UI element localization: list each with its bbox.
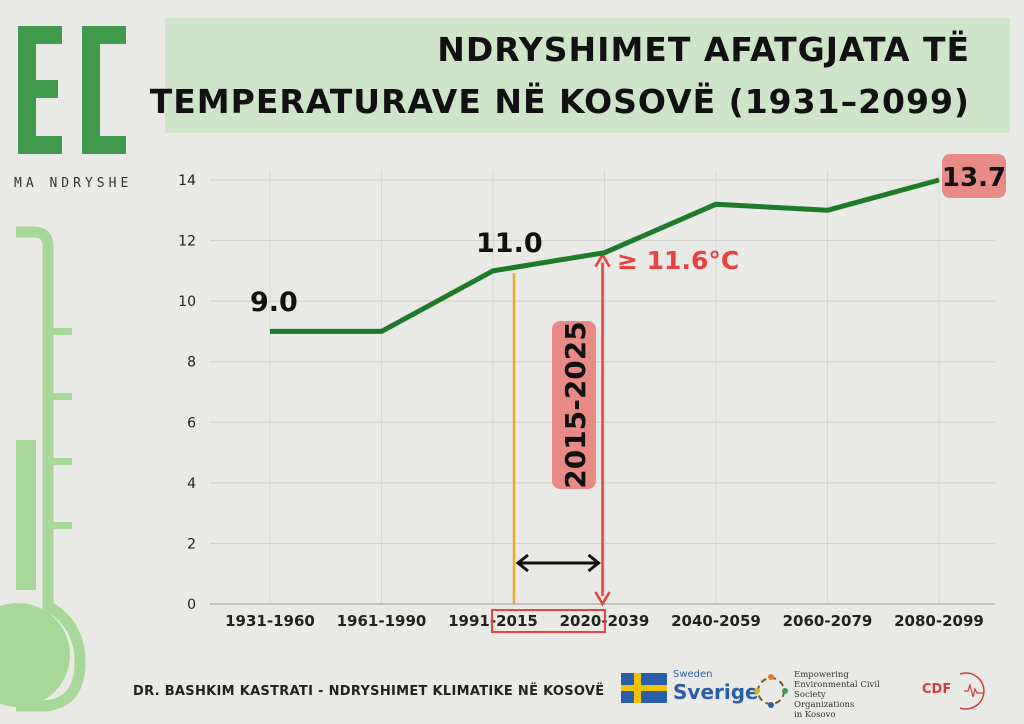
footer-author: DR. BASHKIM KASTRATI - NDRYSHIMET KLIMAT… [133, 684, 605, 699]
y-tick-label: 10 [178, 294, 196, 310]
threshold-label: ≥ 11.6°C [617, 246, 739, 275]
series-layer [269, 177, 940, 334]
period-label-group: 2015-2025 [552, 321, 596, 489]
y-tick-label: 6 [187, 415, 196, 431]
boxed-years-highlight [491, 609, 606, 633]
title-line-1: NDRYSHIMET AFATGJATA TË [437, 30, 970, 69]
x-tick-label: 1931-1960 [225, 612, 315, 630]
y-tick-label: 14 [178, 173, 196, 189]
threshold-arrowhead-bottom [594, 591, 611, 607]
cdf-emblem-icon [959, 672, 985, 710]
ec-logo [18, 26, 126, 154]
period-label: 2015-2025 [559, 321, 592, 488]
period-label-bg [552, 321, 596, 489]
logo-letter-e [18, 26, 62, 154]
y-tick-label: 8 [187, 355, 196, 371]
y-tick-label: 12 [178, 234, 196, 250]
double-arrow-right-head [587, 553, 601, 573]
y-tick-label: 2 [187, 536, 196, 552]
label-last-value: 13.7 [942, 163, 1006, 193]
y-tick-label: 4 [187, 476, 196, 492]
logo-tagline: MA NDRYSHE [14, 176, 133, 191]
label-first-value: 9.0 [250, 287, 298, 318]
thermometer-graphic [0, 226, 86, 712]
double-arrow-left-head [515, 553, 529, 573]
label-mid-value: 11.0 [476, 228, 543, 259]
x-tick-label: 2040-2059 [671, 612, 761, 630]
x-tick-label: 1961-1990 [337, 612, 427, 630]
cdf-logo: CDF [920, 670, 992, 712]
ecso-logo: Empowering Environmental Civil Society O… [752, 668, 902, 720]
sweden-big-text: Sverige [673, 680, 759, 704]
sweden-sverige-logo: Sweden Sverige [621, 665, 759, 709]
logo-letter-c [82, 26, 126, 154]
sweden-flag-icon [621, 673, 667, 703]
x-tick-label: 2060-2079 [783, 612, 873, 630]
label-layer: 9.0 11.0 13.7 [250, 154, 1006, 318]
x-tick-label: 2080-2099 [894, 612, 984, 630]
ecso-emblem-icon [754, 674, 788, 708]
title-banner: NDRYSHIMET AFATGJATA TË TEMPERATURAVE NË… [150, 18, 1010, 133]
ecso-text: Empowering Environmental Civil Society O… [794, 670, 880, 720]
label-last-value-bg [942, 154, 1006, 198]
sweden-small-text: Sweden [673, 669, 713, 680]
annotation-layer: 2015-2025 ≥ 11.6°C [491, 246, 739, 633]
title-line-2: TEMPERATURAVE NË KOSOVË (1931–2099) [149, 82, 970, 121]
y-tick-label: 0 [187, 597, 196, 613]
cdf-text: CDF [922, 682, 952, 697]
